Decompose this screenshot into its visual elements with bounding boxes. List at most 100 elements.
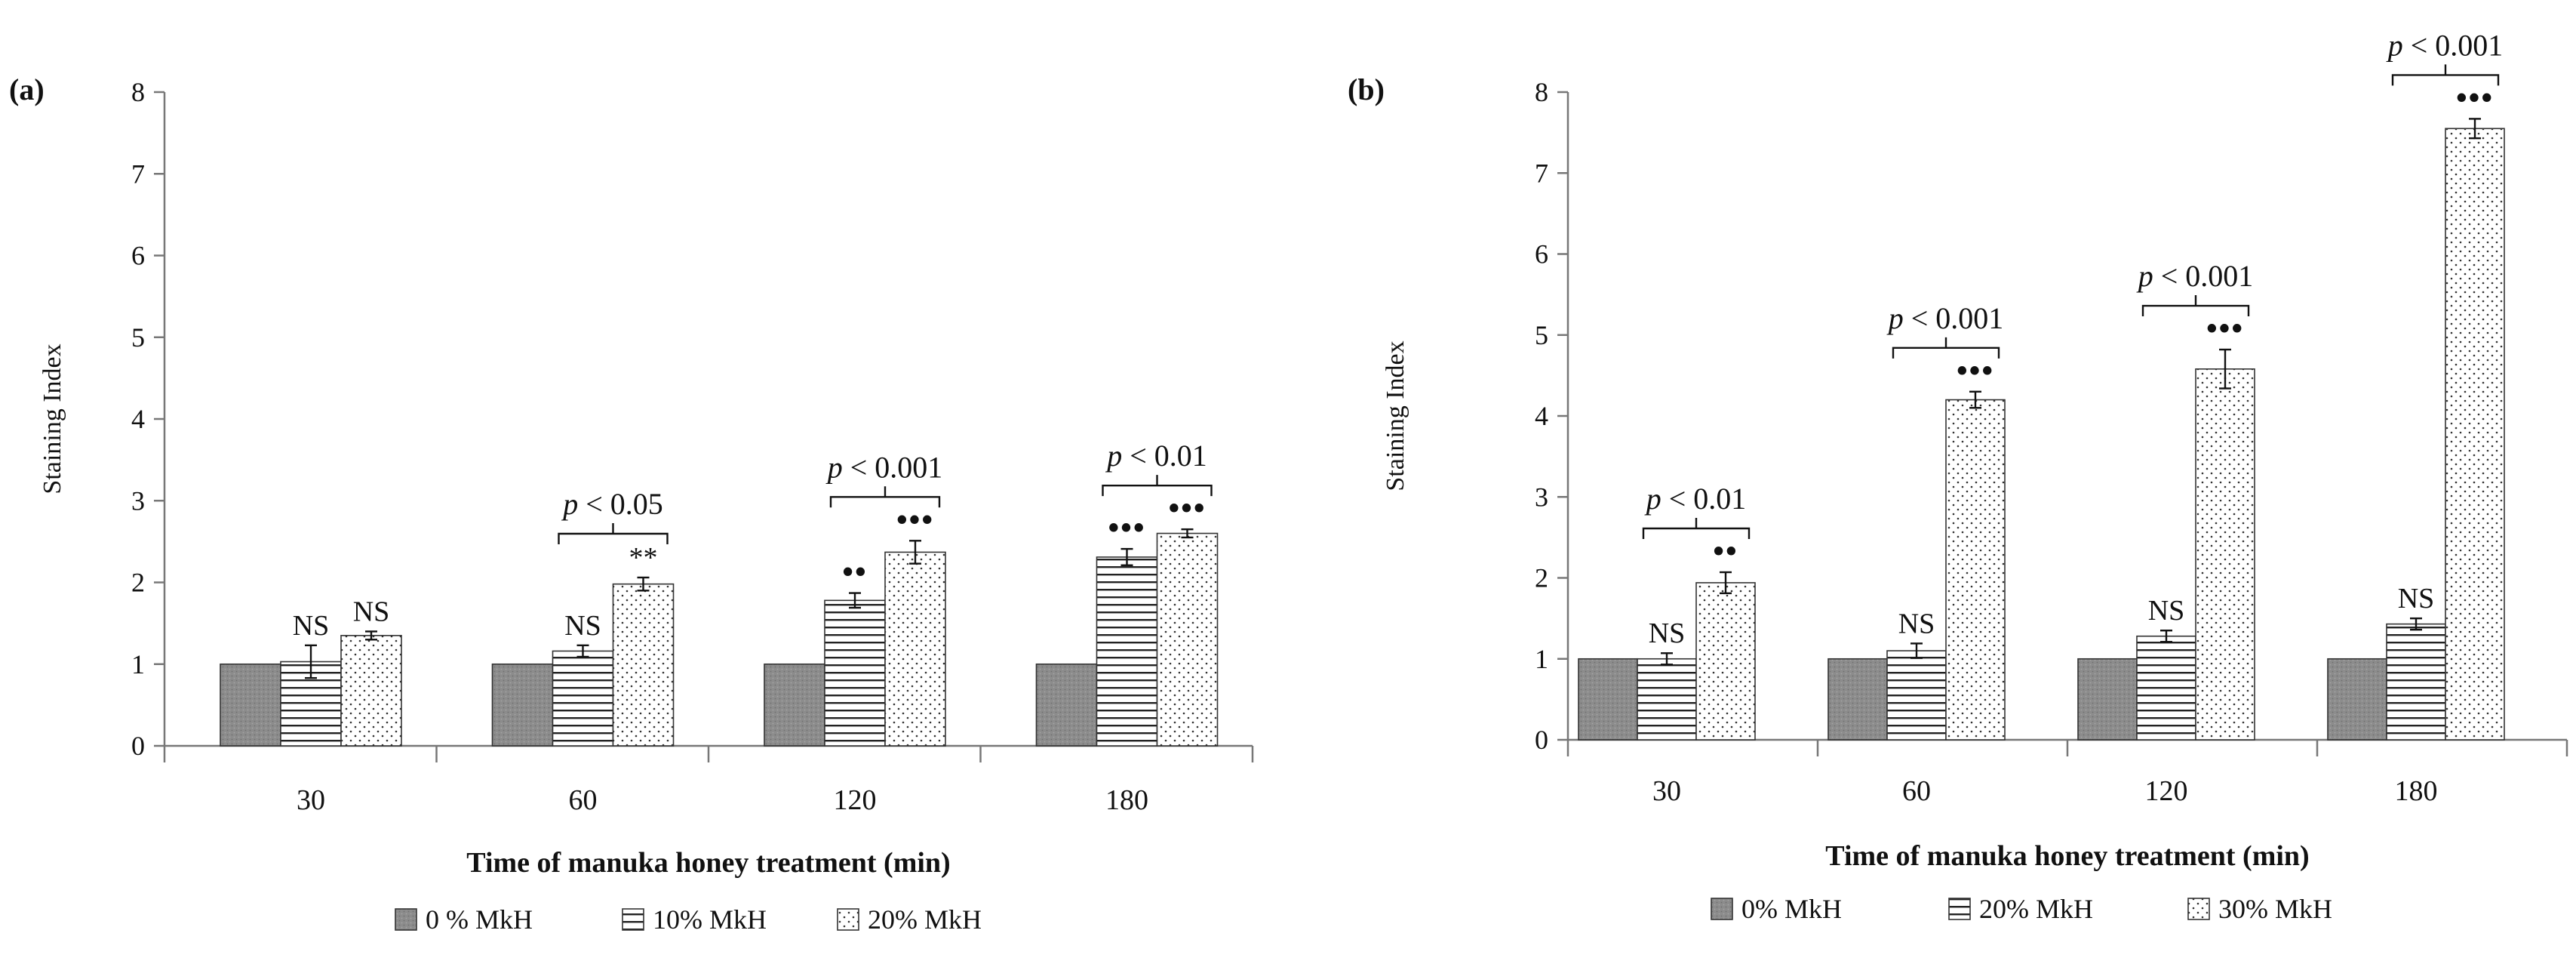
x-axis-title: Time of manuka honey treatment (min) [1825,840,2309,872]
significance-label: NS [293,610,330,642]
bar [612,583,675,747]
significance-label: NS [2148,595,2185,627]
significance-bracket [1642,517,1751,539]
y-axis-title: Staining Index [1382,340,1409,491]
y-tick-label: 3 [1535,482,1548,512]
x-category-label: 30 [297,784,325,816]
y-tick-label: 3 [131,485,145,516]
bar [2136,635,2196,741]
bar [2386,623,2446,741]
y-tick-label: 0 [131,731,145,761]
bar [280,661,342,747]
bar [2195,368,2255,741]
x-category-label: 180 [1105,784,1148,816]
p-value-label: p < 0.001 [825,450,943,484]
panel-label: (b) [1348,72,1385,106]
p-value-label: p < 0.01 [1105,439,1207,473]
significance-label: ••• [896,503,934,537]
significance-label: ••• [1108,511,1145,546]
legend-label: 0 % MkH [426,904,533,935]
y-tick-label: 8 [1535,77,1548,107]
significance-bracket [1892,337,2000,359]
bar [2445,128,2505,741]
y-tick-label: 1 [1535,644,1548,674]
y-tick-label: 4 [1535,401,1548,431]
significance-label: NS [564,610,601,642]
legend-label: 30% MkH [2218,894,2332,924]
legend-swatch [1711,898,1733,920]
bar [220,663,281,747]
bar [1156,532,1219,747]
bar [1695,582,1756,741]
y-axis-title: Staining Index [38,343,66,494]
bar [491,663,554,747]
significance-bracket [2391,64,2500,86]
significance-label: NS [353,596,390,627]
x-category-label: 180 [2395,775,2438,807]
significance-bracket [2141,295,2250,317]
x-category-label: 120 [834,784,877,816]
significance-label: NS [1898,608,1935,639]
legend-swatch [837,908,859,931]
significance-bracket [829,486,941,508]
bar [1886,650,1947,741]
p-value-label: p < 0.001 [1886,301,2004,335]
y-tick-label: 4 [131,404,145,434]
y-tick-label: 0 [1535,725,1548,755]
significance-label: ••• [1168,491,1206,526]
bar [1578,658,1638,741]
y-tick-label: 6 [1535,239,1548,270]
significance-label: ••• [2456,81,2494,116]
bar [1035,663,1098,747]
significance-label: NS [2398,583,2435,614]
y-tick-label: 1 [131,649,145,679]
y-tick-label: 6 [131,241,145,271]
bar [552,650,614,747]
bar [824,599,886,747]
bar [884,551,946,747]
panel-label: (a) [9,72,45,106]
p-value-label: p < 0.001 [2136,259,2254,293]
x-category-label: 120 [2145,775,2188,807]
y-tick-label: 8 [131,77,145,107]
significance-label: NS [1649,618,1686,649]
y-tick-label: 2 [1535,563,1548,593]
y-tick-label: 5 [131,322,145,353]
significance-label: •• [842,556,867,590]
x-axis-title: Time of manuka honey treatment (min) [466,847,950,879]
significance-label: ••• [2206,312,2244,347]
bar [340,635,402,747]
bar [2327,658,2387,741]
legend-swatch [395,908,417,931]
y-tick-label: 7 [131,159,145,189]
y-tick-label: 5 [1535,320,1548,350]
x-category-label: 30 [1652,775,1681,807]
legend-swatch [1948,898,1971,920]
bar [1945,399,2006,741]
y-tick-label: 7 [1535,158,1548,188]
legend-label: 20% MkH [868,904,982,935]
x-category-label: 60 [569,784,598,816]
significance-label: ** [629,542,658,574]
x-category-label: 60 [1902,775,1931,807]
panel-a: (a) 0 1 2 3 4 5 6 7 8 Staining Index 30 NS NS 60 NS ** p … [9,72,1254,935]
bar [1827,658,1888,741]
legend-label: 0% MkH [1741,894,1842,924]
p-value-label: p < 0.01 [1644,482,1747,516]
bar [2077,658,2138,741]
y-tick-label: 2 [131,568,145,598]
legend-label: 10% MkH [653,904,767,935]
bar [764,663,825,747]
significance-bracket [1102,475,1213,497]
legend-swatch [2187,898,2210,920]
bar [1096,556,1158,747]
bar [1637,658,1697,741]
legend-swatch [622,908,644,931]
significance-label: ••• [1957,354,1994,389]
legend-label: 20% MkH [1979,894,2093,924]
p-value-label: p < 0.05 [561,487,663,521]
p-value-label: p < 0.001 [2386,28,2504,62]
significance-bracket [558,523,669,545]
panel-b: (b) 0 1 2 3 4 5 6 7 8 Staining Index 30 NS •• p < 0.01… [1348,28,2568,924]
